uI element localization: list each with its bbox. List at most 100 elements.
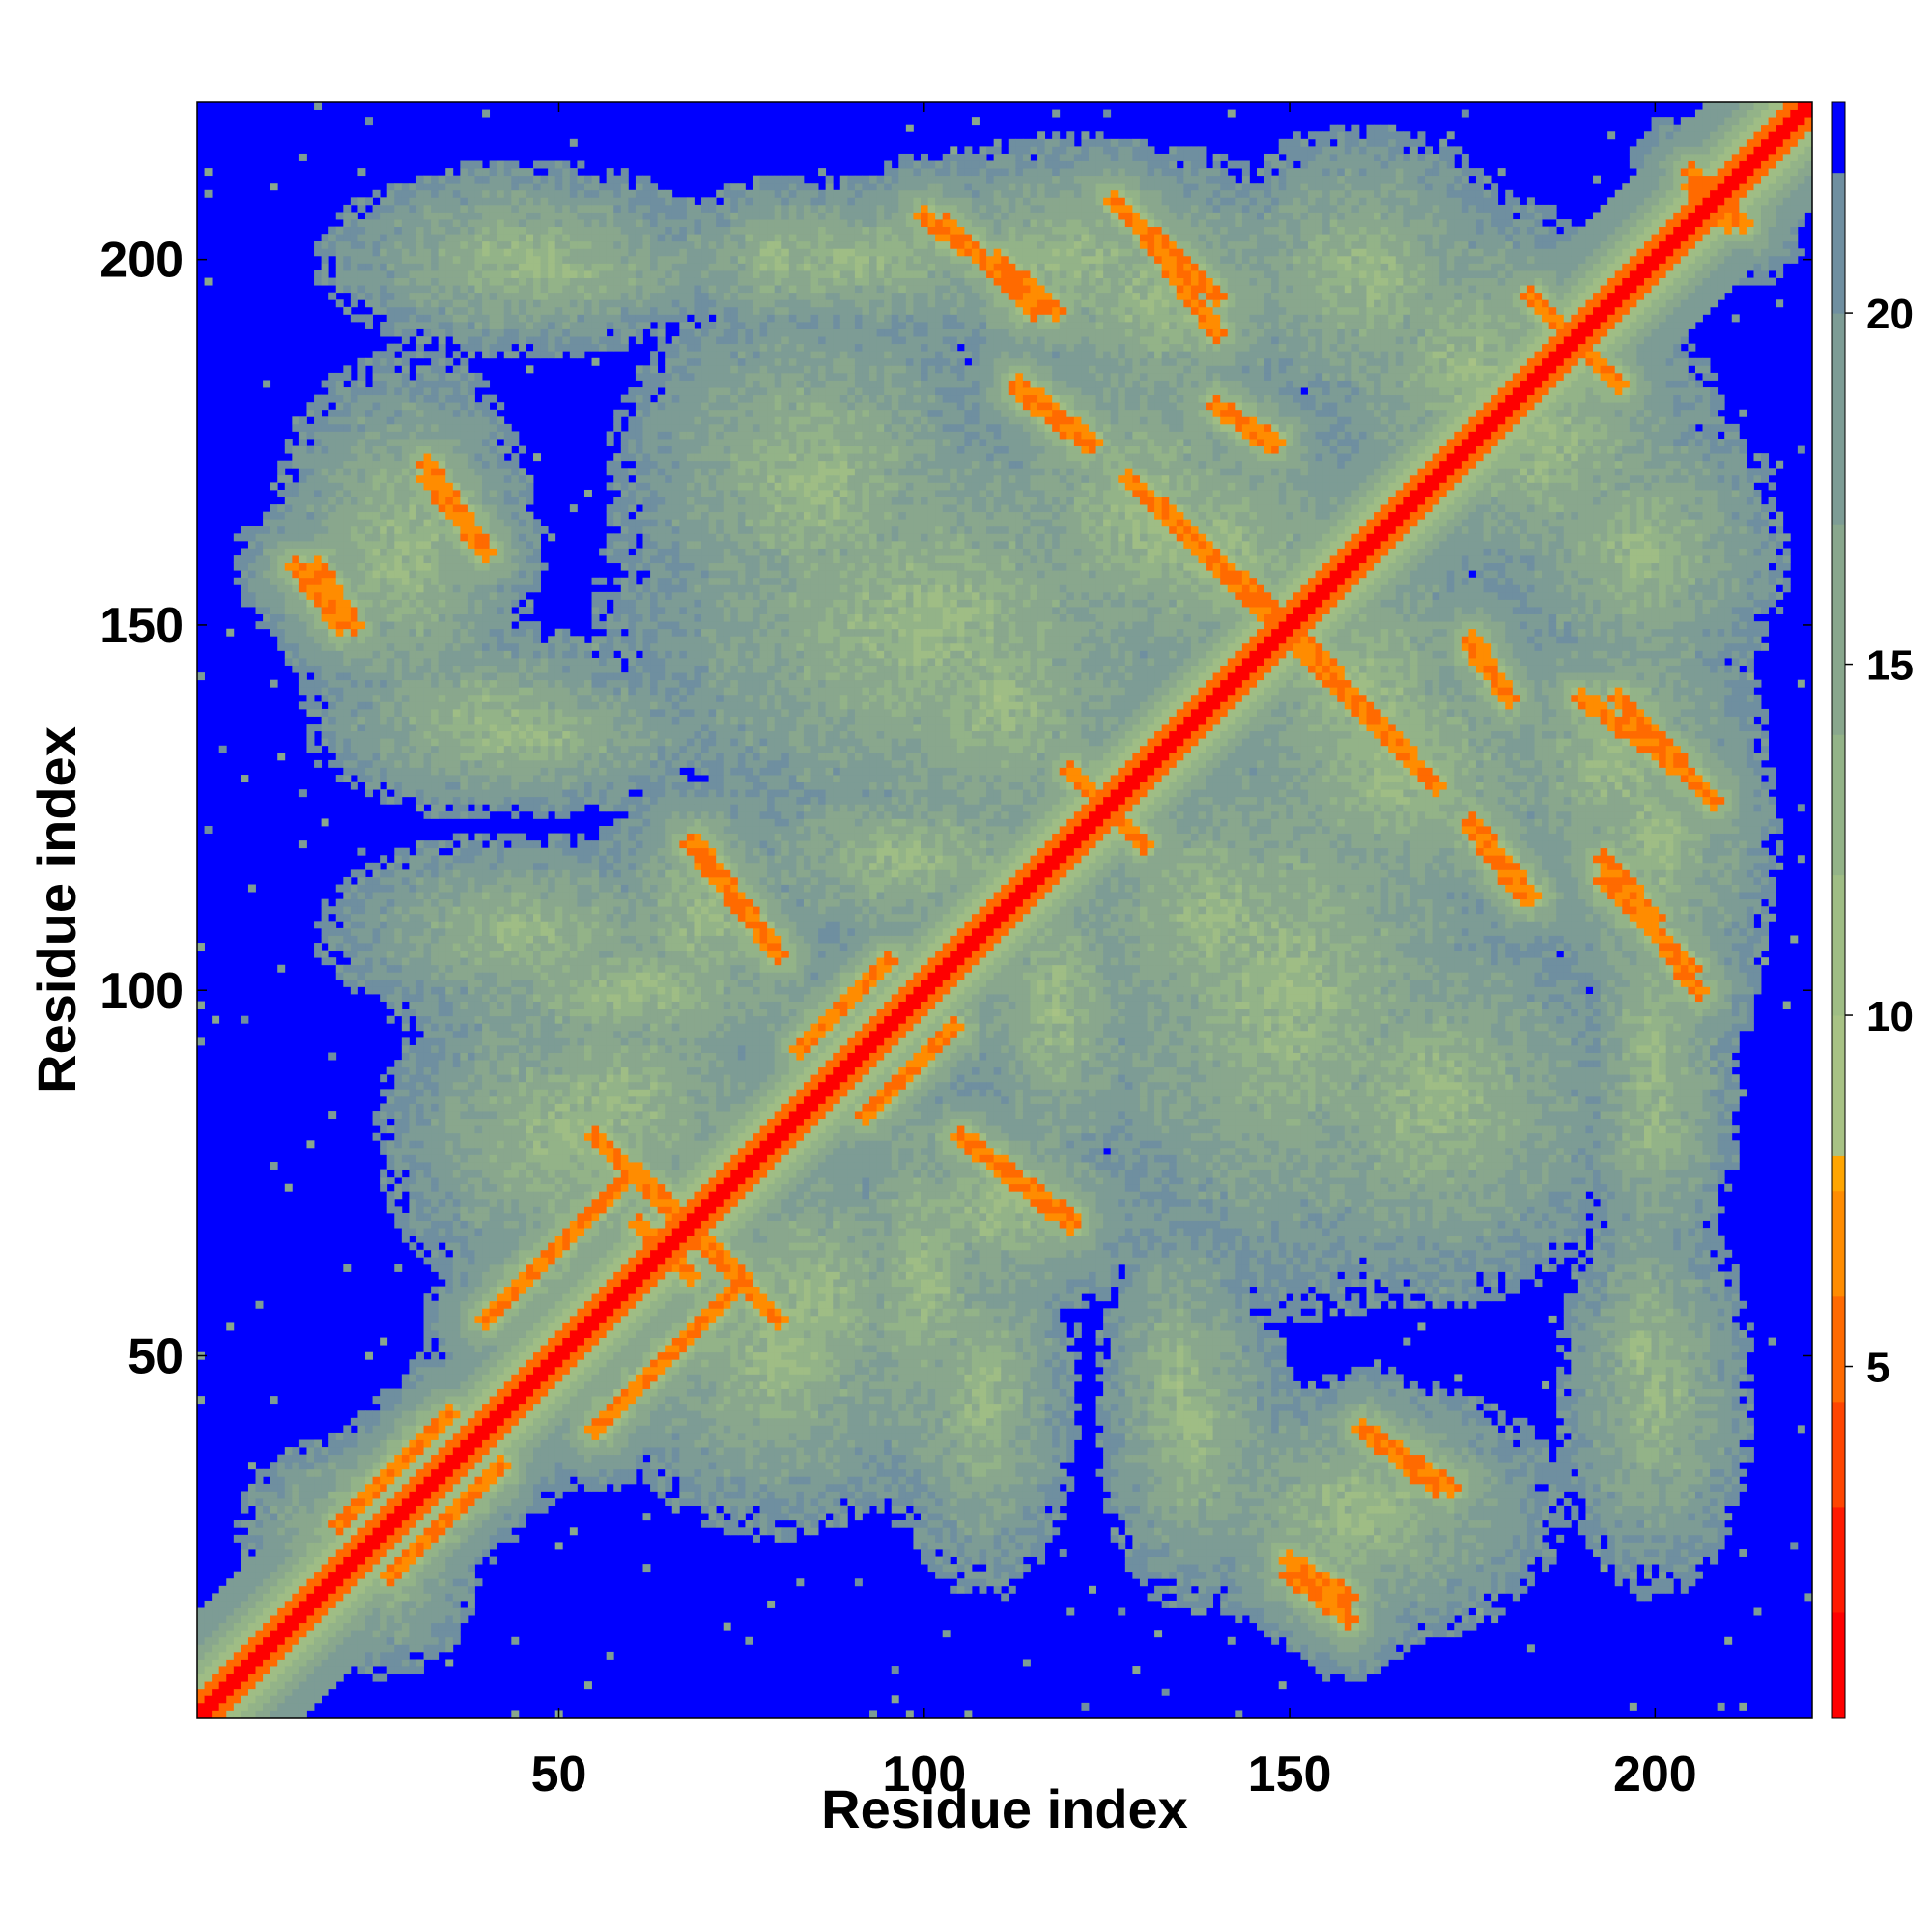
heatmap-cell bbox=[322, 1447, 329, 1455]
heatmap-cell bbox=[270, 680, 278, 688]
heatmap-cell bbox=[285, 519, 293, 526]
heatmap-cell bbox=[285, 490, 293, 497]
heatmap-cell bbox=[285, 629, 293, 637]
heatmap-cell bbox=[314, 1440, 322, 1448]
heatmap-cell bbox=[285, 526, 293, 534]
heatmap-cell bbox=[314, 1572, 322, 1579]
heatmap-cell bbox=[248, 1644, 256, 1652]
heatmap-cell bbox=[306, 1455, 314, 1463]
heatmap-cell bbox=[292, 1608, 299, 1616]
heatmap-cell bbox=[263, 1572, 270, 1579]
heatmap-cell bbox=[299, 424, 307, 432]
heatmap-cell bbox=[322, 928, 329, 936]
heatmap-cell bbox=[314, 1695, 322, 1703]
heatmap-cell bbox=[277, 1601, 285, 1608]
heatmap-cell bbox=[270, 1484, 278, 1492]
heatmap-cell bbox=[299, 1689, 307, 1696]
heatmap-cell bbox=[322, 672, 329, 680]
heatmap-cell bbox=[292, 1630, 299, 1637]
heatmap-cell bbox=[314, 453, 322, 461]
heatmap-cell bbox=[299, 490, 307, 497]
heatmap-cell bbox=[277, 1506, 285, 1514]
heatmap-cell bbox=[292, 490, 299, 497]
heatmap-cell bbox=[322, 680, 329, 688]
heatmap-cell bbox=[248, 592, 256, 600]
heatmap-cell bbox=[205, 1703, 213, 1711]
heatmap-cell bbox=[314, 1535, 322, 1543]
heatmap-cell bbox=[263, 1535, 270, 1543]
heatmap-cell bbox=[322, 248, 329, 256]
heatmap-cell bbox=[314, 1564, 322, 1572]
heatmap-cell bbox=[256, 1491, 264, 1498]
heatmap-cell bbox=[226, 1695, 234, 1703]
heatmap-cell bbox=[241, 1695, 248, 1703]
heatmap-cell bbox=[277, 512, 285, 520]
heatmap-cell bbox=[292, 541, 299, 549]
heatmap-cell bbox=[212, 1652, 219, 1660]
heatmap-cell bbox=[322, 549, 329, 556]
heatmap-cell bbox=[306, 1462, 314, 1469]
heatmap-cell bbox=[248, 1527, 256, 1535]
heatmap-cell bbox=[292, 504, 299, 512]
heatmap-cell bbox=[241, 1557, 248, 1565]
heatmap-cell bbox=[248, 1586, 256, 1594]
heatmap-cell bbox=[212, 1608, 219, 1616]
heatmap-cell bbox=[197, 1644, 205, 1652]
heatmap-cell bbox=[306, 1674, 314, 1682]
heatmap-cell bbox=[322, 629, 329, 637]
heatmap-cell bbox=[241, 570, 248, 578]
heatmap-cell bbox=[314, 1462, 322, 1469]
heatmap-cell bbox=[314, 439, 322, 446]
heatmap-cell bbox=[285, 1520, 293, 1528]
heatmap-cell bbox=[299, 519, 307, 526]
heatmap-cell bbox=[322, 599, 329, 607]
heatmap-cell bbox=[292, 1447, 299, 1455]
heatmap-cell bbox=[314, 578, 322, 585]
heatmap-cell bbox=[270, 563, 278, 571]
heatmap-cell bbox=[248, 1703, 256, 1711]
heatmap-cell bbox=[322, 533, 329, 541]
heatmap-cell bbox=[241, 1666, 248, 1674]
heatmap-cell bbox=[314, 278, 322, 286]
heatmap-cell bbox=[322, 1572, 329, 1579]
heatmap-cell bbox=[306, 1513, 314, 1520]
heatmap-cell bbox=[306, 512, 314, 520]
heatmap-cell bbox=[285, 1564, 293, 1572]
heatmap-cell bbox=[314, 1601, 322, 1608]
heatmap-cell bbox=[299, 1491, 307, 1498]
heatmap-cell bbox=[314, 672, 322, 680]
heatmap-cell bbox=[241, 1637, 248, 1645]
heatmap-cell bbox=[241, 1586, 248, 1594]
heatmap-cell bbox=[306, 1506, 314, 1514]
heatmap-cell bbox=[322, 731, 329, 739]
heatmap-cell bbox=[205, 1623, 213, 1631]
heatmap-cell bbox=[285, 643, 293, 651]
heatmap-cell bbox=[277, 1681, 285, 1689]
heatmap-cell bbox=[299, 1601, 307, 1608]
heatmap-cell bbox=[285, 482, 293, 490]
heatmap-cell bbox=[277, 1593, 285, 1601]
heatmap-cell bbox=[299, 1476, 307, 1484]
heatmap-cell bbox=[270, 584, 278, 592]
heatmap-cell bbox=[299, 468, 307, 475]
heatmap-cell bbox=[299, 658, 307, 666]
heatmap-cell bbox=[256, 1586, 264, 1594]
heatmap-cell bbox=[322, 1498, 329, 1506]
heatmap-cell bbox=[322, 899, 329, 907]
heatmap-cell bbox=[299, 1455, 307, 1463]
heatmap-cell bbox=[299, 1695, 307, 1703]
heatmap-cell bbox=[299, 666, 307, 673]
heatmap-cell bbox=[270, 1695, 278, 1703]
heatmap-cell bbox=[322, 278, 329, 286]
heatmap-cell bbox=[322, 1637, 329, 1645]
heatmap-cell bbox=[234, 1652, 242, 1660]
heatmap-cell bbox=[197, 1659, 205, 1666]
heatmap-cell bbox=[314, 666, 322, 673]
heatmap-cell bbox=[299, 533, 307, 541]
heatmap-cell bbox=[234, 1666, 242, 1674]
heatmap-cell bbox=[314, 424, 322, 432]
heatmap-cell bbox=[226, 1710, 234, 1718]
heatmap-cell bbox=[322, 592, 329, 600]
heatmap-cell bbox=[322, 1513, 329, 1520]
heatmap-cell bbox=[285, 1572, 293, 1579]
